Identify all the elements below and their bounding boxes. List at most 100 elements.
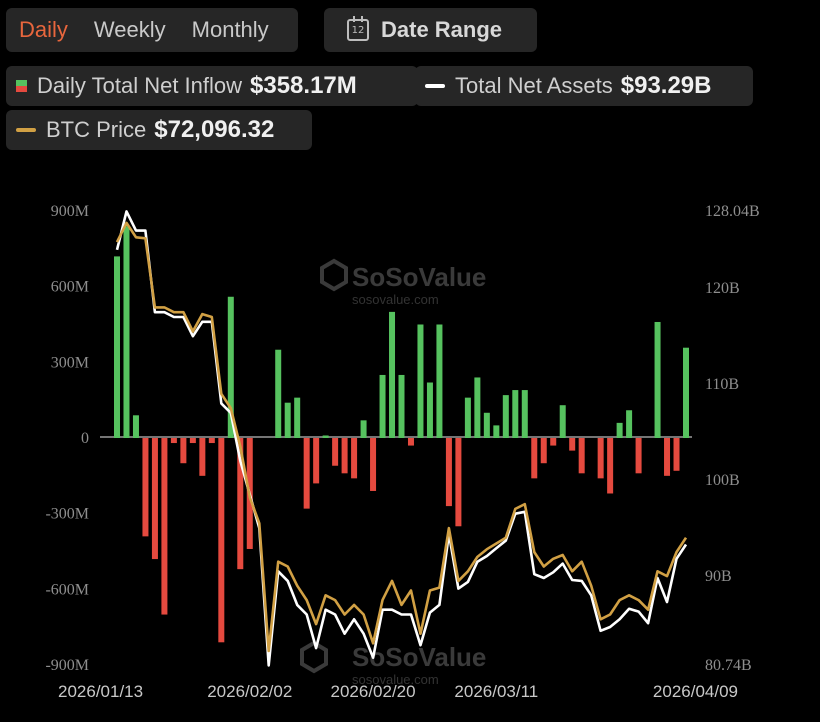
inflow-bar — [389, 311, 396, 438]
inflow-bar — [578, 438, 585, 474]
inflow-bar — [521, 390, 528, 438]
right-axis-tick-label: 80.74B — [705, 657, 752, 674]
period-tabs: Daily Weekly Monthly — [6, 8, 298, 52]
left-axis-tick-label: 600M — [51, 279, 89, 296]
inflow-bar — [635, 438, 642, 474]
inflow-bar — [474, 377, 481, 438]
inflow-bar — [341, 438, 348, 474]
right-axis-tick-label: 90B — [705, 568, 732, 585]
right-axis-tick-label: 120B — [705, 280, 740, 297]
inflow-bar — [208, 438, 215, 444]
bar-swatch-icon — [16, 80, 27, 92]
inflow-bar — [294, 397, 301, 438]
inflow-bar — [303, 438, 310, 509]
svg-text:sosovalue.com: sosovalue.com — [352, 672, 439, 687]
inflow-bar — [218, 438, 225, 643]
inflow-bar — [626, 410, 633, 438]
right-axis-tick-label: 110B — [705, 376, 739, 393]
x-axis-date-label: 2026/02/20 — [331, 682, 416, 701]
inflow-bar — [332, 438, 339, 466]
inflow-bar — [664, 438, 671, 476]
inflow-bar — [540, 438, 547, 464]
line-swatch-icon — [16, 128, 36, 132]
watermark-logo: SoSoValue sosovalue.com — [320, 258, 486, 307]
inflow-bar — [417, 324, 424, 438]
inflow-bar — [284, 402, 291, 438]
right-axis-tick-label: 128.04B — [705, 203, 760, 220]
x-axis-date-label: 2026/04/09 — [653, 682, 738, 701]
btc-price-line — [115, 221, 688, 653]
legend-assets-name: Total Net Assets — [455, 73, 613, 98]
inflow-bar — [360, 420, 367, 438]
left-axis-tick-label: 900M — [51, 203, 89, 220]
inflow-bar — [407, 438, 414, 446]
legend-btc-value: $72,096.32 — [154, 116, 275, 143]
inflow-bar — [132, 415, 139, 438]
inflow-bar — [170, 438, 177, 444]
inflow-bar — [493, 425, 500, 438]
inflow-bar — [426, 382, 433, 438]
tab-daily[interactable]: Daily — [19, 17, 68, 42]
calendar-icon: 12 — [347, 16, 369, 41]
left-axis-tick-label: 0 — [81, 430, 89, 447]
legend-assets-value: $93.29B — [620, 72, 712, 99]
inflow-bar — [483, 412, 490, 438]
inflow-bar — [322, 435, 329, 438]
inflow-bar — [436, 324, 443, 438]
inflow-bar — [398, 374, 405, 438]
inflow-bar — [597, 438, 604, 479]
inflow-bar — [161, 438, 168, 615]
inflow-bar — [455, 438, 462, 527]
x-axis-date-label: 2026/02/02 — [207, 682, 292, 701]
inflow-bar — [189, 438, 196, 444]
left-axis-tick-label: 300M — [51, 354, 89, 371]
legend-inflow-value: $358.17M — [250, 72, 357, 99]
inflow-bar — [313, 438, 320, 484]
x-axis-date-label: 2026/03/11 — [454, 682, 538, 701]
line-swatch-icon — [425, 84, 445, 88]
inflow-bar — [370, 438, 377, 491]
inflow-bar — [607, 438, 614, 494]
inflow-bar — [275, 349, 282, 438]
inflow-bar — [114, 256, 120, 438]
inflow-bar — [502, 395, 509, 438]
inflow-bar — [142, 438, 149, 537]
inflow-bar — [227, 296, 234, 438]
inflow-bar — [654, 321, 661, 438]
tab-monthly[interactable]: Monthly — [191, 17, 269, 42]
inflow-bar — [151, 438, 158, 560]
watermark-logo: SoSoValue sosovalue.com — [300, 640, 486, 687]
inflow-bar — [123, 226, 130, 438]
inflow-bar — [559, 405, 566, 438]
inflow-bar — [531, 438, 538, 479]
x-axis-date-label: 2026/01/13 — [58, 682, 143, 701]
inflow-bar — [673, 438, 680, 471]
inflow-bar — [569, 438, 576, 451]
legend-btc-name: BTC Price — [46, 117, 147, 142]
inflow-bar — [351, 438, 358, 479]
date-range-label: Date Range — [381, 17, 503, 42]
inflow-bar — [180, 438, 187, 464]
left-axis-tick-label: -900M — [45, 657, 89, 674]
tab-weekly[interactable]: Weekly — [93, 17, 166, 42]
inflow-bar — [445, 438, 452, 507]
svg-text:sosovalue.com: sosovalue.com — [352, 292, 439, 307]
inflow-bar — [237, 438, 244, 570]
left-axis-tick-label: -600M — [45, 581, 89, 598]
inflow-bar — [464, 397, 471, 438]
left-axis-tick-label: -300M — [45, 506, 89, 523]
date-range-button[interactable]: 12 Date Range — [324, 8, 537, 52]
legend-inflow-name: Daily Total Net Inflow — [37, 73, 243, 98]
legend-assets[interactable]: Total Net Assets $93.29B — [415, 66, 753, 106]
inflow-bar — [616, 422, 623, 438]
svg-text:SoSoValue: SoSoValue — [352, 262, 486, 292]
inflow-bar — [683, 347, 689, 438]
right-axis-tick-label: 100B — [705, 472, 740, 489]
inflow-bar — [550, 438, 557, 446]
legend-btc[interactable]: BTC Price $72,096.32 — [6, 110, 312, 150]
inflow-bar — [379, 374, 386, 438]
legend-inflow[interactable]: Daily Total Net Inflow $358.17M — [6, 66, 418, 106]
inflow-bar — [512, 390, 519, 438]
inflow-bar — [199, 438, 206, 476]
etf-flow-chart: SoSoValue sosovalue.com SoSoValue sosova… — [45, 203, 760, 701]
